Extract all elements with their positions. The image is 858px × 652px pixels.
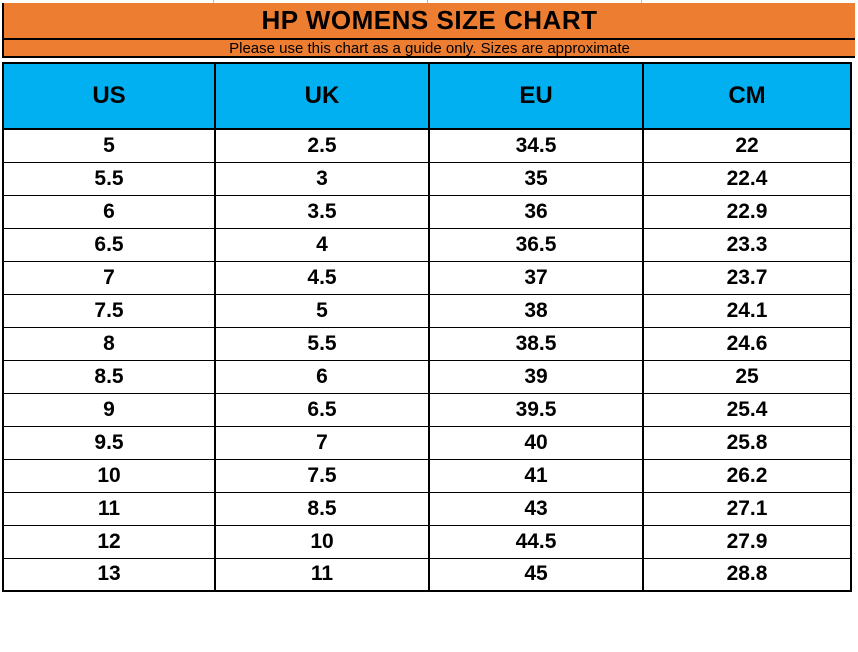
table-cell: 6.5	[2, 227, 216, 262]
gridline-notch	[213, 0, 214, 3]
table-cell: 23.7	[642, 260, 852, 295]
table-cell: 12	[2, 524, 216, 559]
table-cell: 5.5	[2, 161, 216, 196]
table-row: 6.5 4 36.5 23.3	[2, 227, 852, 262]
table-row: 8 5.5 38.5 24.6	[2, 326, 852, 361]
table-row: 8.5 6 39 25	[2, 359, 852, 394]
table-cell: 9.5	[2, 425, 216, 460]
table-cell: 4	[214, 227, 430, 262]
table-cell: 8	[2, 326, 216, 361]
header-cell-eu: EU	[428, 62, 644, 130]
table-cell: 24.6	[642, 326, 852, 361]
header-row: US UK EU CM	[2, 62, 852, 130]
table-cell: 28.8	[642, 557, 852, 592]
table-cell: 9	[2, 392, 216, 427]
table-cell: 27.1	[642, 491, 852, 526]
table-cell: 4.5	[214, 260, 430, 295]
table-cell: 10	[2, 458, 216, 493]
chart-disclaimer: Please use this chart as a guide only. S…	[4, 40, 855, 58]
table-row: 5.5 3 35 22.4	[2, 161, 852, 196]
table-cell: 26.2	[642, 458, 852, 493]
table-cell: 38.5	[428, 326, 644, 361]
table-cell: 39	[428, 359, 644, 394]
table-cell: 3.5	[214, 194, 430, 229]
table-row: 13 11 45 28.8	[2, 557, 852, 592]
table-cell: 37	[428, 260, 644, 295]
table-row: 5 2.5 34.5 22	[2, 128, 852, 163]
header-cell-cm: CM	[642, 62, 852, 130]
table-cell: 6	[214, 359, 430, 394]
table-cell: 11	[2, 491, 216, 526]
table-row: 9.5 7 40 25.8	[2, 425, 852, 460]
table-cell: 5.5	[214, 326, 430, 361]
table-cell: 45	[428, 557, 644, 592]
table-cell: 36	[428, 194, 644, 229]
table-cell: 44.5	[428, 524, 644, 559]
table-cell: 11	[214, 557, 430, 592]
gridline-notch	[427, 0, 428, 3]
table-row: 10 7.5 41 26.2	[2, 458, 852, 493]
table-row: 12 10 44.5 27.9	[2, 524, 852, 559]
table-cell: 5	[214, 293, 430, 328]
table-body: 5 2.5 34.5 22 5.5 3 35 22.4 6 3.5 36 22.9 6.5 4 36.5 23…	[2, 128, 852, 592]
table-cell: 25.4	[642, 392, 852, 427]
table-cell: 7.5	[2, 293, 216, 328]
table-cell: 6.5	[214, 392, 430, 427]
table-cell: 40	[428, 425, 644, 460]
table-cell: 6	[2, 194, 216, 229]
table-cell: 8.5	[214, 491, 430, 526]
table-row: 7 4.5 37 23.7	[2, 260, 852, 295]
table-cell: 35	[428, 161, 644, 196]
table-cell: 7	[214, 425, 430, 460]
table-cell: 38	[428, 293, 644, 328]
table-cell: 22.9	[642, 194, 852, 229]
table-cell: 36.5	[428, 227, 644, 262]
size-chart-table: US UK EU CM 5 2.5 34.5 22 5.5 3 35 22.4 6 3.5 36 22.9 6…	[2, 62, 852, 592]
table-cell: 10	[214, 524, 430, 559]
table-cell: 22.4	[642, 161, 852, 196]
table-cell: 27.9	[642, 524, 852, 559]
header-cell-us: US	[2, 62, 216, 130]
gridline-notch	[641, 0, 642, 3]
table-cell: 41	[428, 458, 644, 493]
table-cell: 5	[2, 128, 216, 163]
table-cell: 22	[642, 128, 852, 163]
table-cell: 2.5	[214, 128, 430, 163]
header-cell-uk: UK	[214, 62, 430, 130]
table-cell: 7.5	[214, 458, 430, 493]
chart-banner: HP WOMENS SIZE CHART Please use this cha…	[2, 3, 855, 58]
table-row: 7.5 5 38 24.1	[2, 293, 852, 328]
table-cell: 7	[2, 260, 216, 295]
table-cell: 43	[428, 491, 644, 526]
table-cell: 3	[214, 161, 430, 196]
table-cell: 23.3	[642, 227, 852, 262]
table-cell: 8.5	[2, 359, 216, 394]
table-row: 9 6.5 39.5 25.4	[2, 392, 852, 427]
page-title: HP WOMENS SIZE CHART	[4, 3, 855, 40]
table-cell: 34.5	[428, 128, 644, 163]
table-cell: 25.8	[642, 425, 852, 460]
table-row: 11 8.5 43 27.1	[2, 491, 852, 526]
table-cell: 25	[642, 359, 852, 394]
table-cell: 13	[2, 557, 216, 592]
table-cell: 24.1	[642, 293, 852, 328]
table-row: 6 3.5 36 22.9	[2, 194, 852, 229]
table-cell: 39.5	[428, 392, 644, 427]
